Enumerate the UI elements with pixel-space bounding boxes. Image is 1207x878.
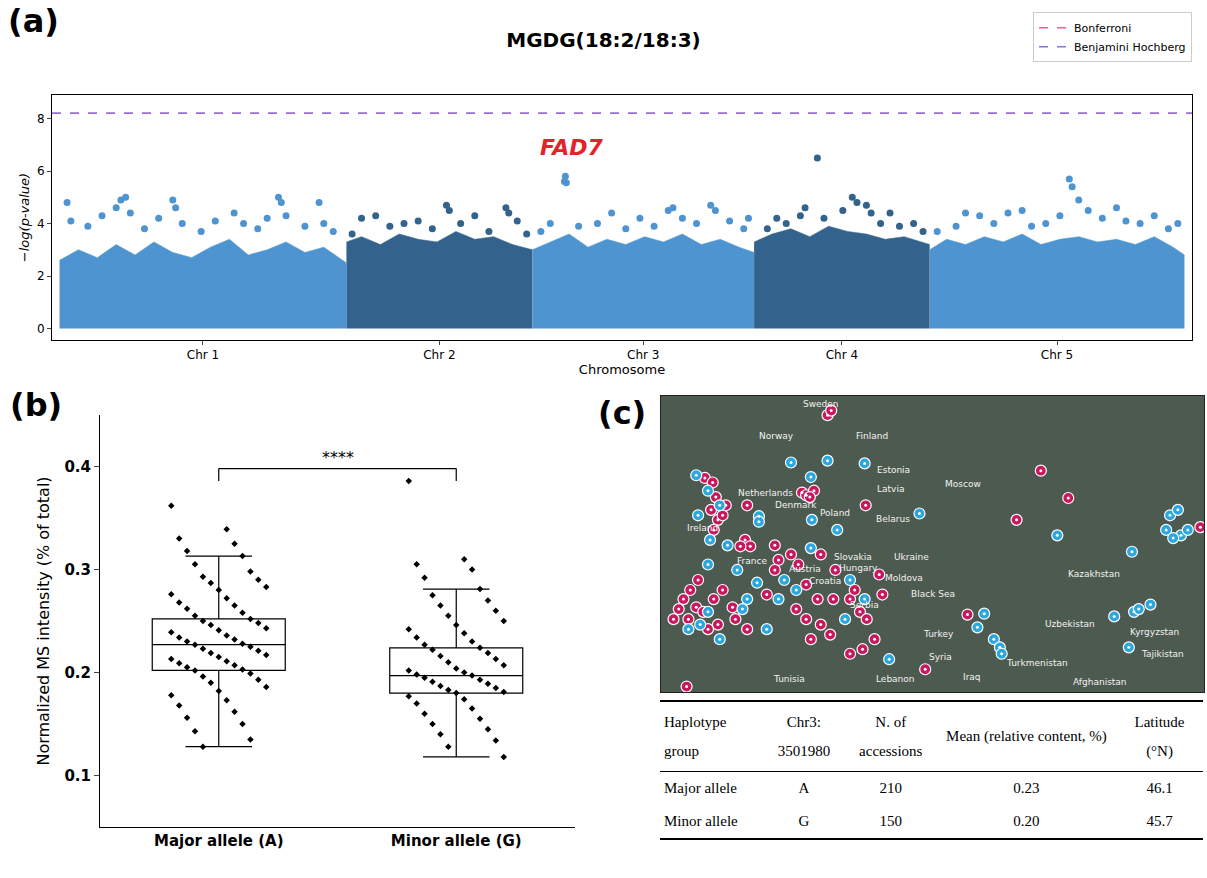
svg-text:Chromosome: Chromosome xyxy=(579,362,665,377)
html-text:Chr3: 3501980: Chr3: 3501980 xyxy=(777,714,831,759)
svg-text:Normalized MS intensity (% of: Normalized MS intensity (% of total) xyxy=(34,476,53,765)
svg-text:Estonia: Estonia xyxy=(877,465,910,475)
svg-text:France: France xyxy=(737,556,767,566)
svg-text:Chr 2: Chr 2 xyxy=(423,348,455,362)
svg-text:Chr 1: Chr 1 xyxy=(187,348,219,362)
svg-text:Hungary: Hungary xyxy=(839,563,878,573)
svg-text:Turkmenistan: Turkmenistan xyxy=(1006,658,1068,668)
svg-text:Slovakia: Slovakia xyxy=(834,552,872,562)
html-text:N. of accessions: N. of accessions xyxy=(859,714,923,759)
svg-text:Tajikistan: Tajikistan xyxy=(1141,649,1184,659)
svg-text:Croatia: Croatia xyxy=(809,576,841,586)
svg-text:Finland: Finland xyxy=(856,431,888,441)
svg-text:Iraq: Iraq xyxy=(963,672,981,682)
svg-text:Major allele (A): Major allele (A) xyxy=(154,832,284,850)
html-text:(c): (c) xyxy=(598,394,647,432)
html-text:150: 150 xyxy=(879,813,902,829)
svg-text:FAD7: FAD7 xyxy=(540,135,603,160)
svg-text:Syria: Syria xyxy=(929,652,952,662)
html-text:45.7: 45.7 xyxy=(1146,813,1173,829)
svg-text:Kyrgyzstan: Kyrgyzstan xyxy=(1130,627,1179,637)
html-text:(a): (a) xyxy=(8,2,59,40)
svg-text:−log(p-value): −log(p-value) xyxy=(17,173,32,262)
html-text:Latitude (°N): Latitude (°N) xyxy=(1134,714,1185,759)
svg-text:****: **** xyxy=(322,448,354,467)
svg-text:Ukraine: Ukraine xyxy=(894,552,929,562)
html-text:Major allele: Major allele xyxy=(664,780,737,796)
html-text:Haplotype group: Haplotype group xyxy=(664,714,727,759)
svg-text:Lebanon: Lebanon xyxy=(876,674,915,684)
svg-text:Uzbekistan: Uzbekistan xyxy=(1045,619,1095,629)
svg-text:0.2: 0.2 xyxy=(64,664,91,682)
svg-text:0.1: 0.1 xyxy=(64,767,91,785)
html-text:Mean (relative content, %): Mean (relative content, %) xyxy=(946,728,1107,745)
svg-text:4: 4 xyxy=(37,217,45,231)
svg-text:Austria: Austria xyxy=(789,564,821,574)
svg-text:Tunisia: Tunisia xyxy=(773,674,805,684)
html-text:210: 210 xyxy=(879,780,902,796)
svg-text:Belarus: Belarus xyxy=(876,514,910,524)
svg-text:2: 2 xyxy=(37,269,45,283)
svg-text:Afghanistan: Afghanistan xyxy=(1073,677,1127,687)
svg-text:0.3: 0.3 xyxy=(64,561,91,579)
svg-text:Chr 4: Chr 4 xyxy=(826,348,858,362)
svg-text:0: 0 xyxy=(37,322,45,336)
svg-text:Kazakhstan: Kazakhstan xyxy=(1068,569,1120,579)
svg-text:8: 8 xyxy=(37,112,45,126)
svg-text:6: 6 xyxy=(37,164,45,178)
svg-text:Sweden: Sweden xyxy=(803,399,839,409)
html-text:0.23: 0.23 xyxy=(1013,780,1040,796)
html-text:A: A xyxy=(798,780,810,796)
svg-text:0.4: 0.4 xyxy=(64,458,91,476)
svg-text:MGDG(18:2/18:3): MGDG(18:2/18:3) xyxy=(506,28,700,52)
svg-text:Moldova: Moldova xyxy=(885,573,923,583)
svg-text:Poland: Poland xyxy=(820,508,850,518)
svg-text:Minor allele (G): Minor allele (G) xyxy=(391,832,522,850)
svg-text:Bonferroni: Bonferroni xyxy=(1074,22,1131,35)
html-text:0.20: 0.20 xyxy=(1013,813,1040,829)
html-text:46.1: 46.1 xyxy=(1146,780,1173,796)
html-text:(b): (b) xyxy=(10,386,63,424)
svg-text:Turkey: Turkey xyxy=(923,629,954,639)
svg-text:Denmark: Denmark xyxy=(775,500,817,510)
html-text:Minor allele: Minor allele xyxy=(664,813,738,829)
svg-text:Chr 5: Chr 5 xyxy=(1041,348,1073,362)
html-text:G: G xyxy=(798,813,810,829)
svg-text:Benjamini Hochberg: Benjamini Hochberg xyxy=(1074,41,1185,54)
svg-text:Netherlands: Netherlands xyxy=(738,488,793,498)
svg-text:Norway: Norway xyxy=(759,431,794,441)
svg-text:Serbia: Serbia xyxy=(850,600,879,610)
svg-text:Latvia: Latvia xyxy=(877,484,904,494)
svg-text:Ireland: Ireland xyxy=(687,523,718,533)
svg-text:Moscow: Moscow xyxy=(945,479,981,489)
svg-text:Chr 3: Chr 3 xyxy=(627,348,659,362)
svg-text:Black Sea: Black Sea xyxy=(911,589,955,599)
